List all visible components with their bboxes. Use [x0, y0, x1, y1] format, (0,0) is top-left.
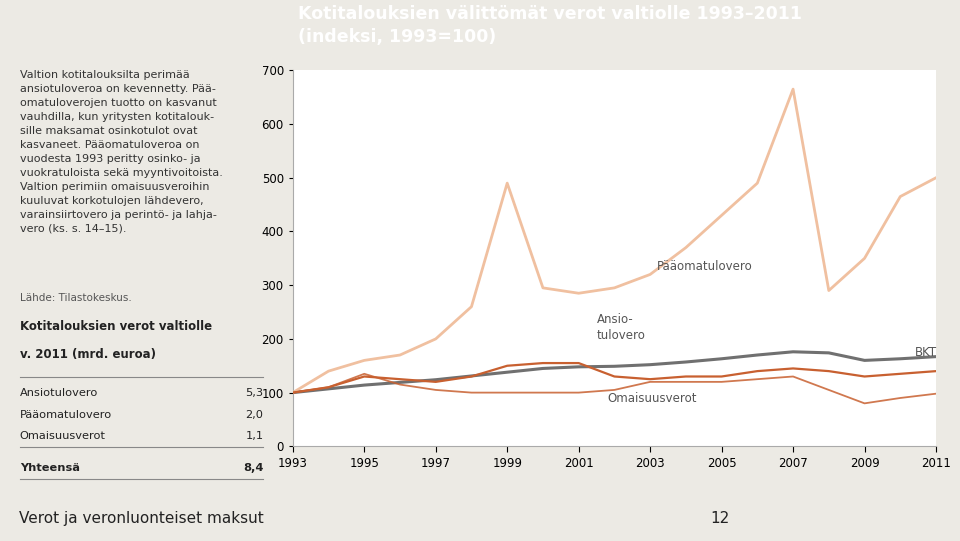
Text: Omaisuusverot: Omaisuusverot [608, 392, 697, 405]
Text: Verot ja veronluonteiset maksut: Verot ja veronluonteiset maksut [19, 511, 264, 525]
Text: 5,3: 5,3 [245, 388, 263, 398]
Text: Ansiotulovero: Ansiotulovero [20, 388, 98, 398]
Text: BKT: BKT [915, 346, 937, 359]
Text: Omaisuusverot: Omaisuusverot [20, 432, 106, 441]
Text: Valtion kotitalouksilta perimää
ansiotuloveroa on kevennetty. Pää-
omatuloveroje: Valtion kotitalouksilta perimää ansiotul… [20, 70, 223, 234]
Text: Pääomatulovero: Pääomatulovero [658, 260, 753, 273]
Text: 2,0: 2,0 [246, 410, 263, 420]
Text: Kotitalouksien verot valtiolle: Kotitalouksien verot valtiolle [20, 320, 212, 333]
Text: Kotitalouksien välittömät verot valtiolle 1993–2011
(indeksi, 1993=100): Kotitalouksien välittömät verot valtioll… [298, 5, 802, 47]
Text: v. 2011 (mrd. euroa): v. 2011 (mrd. euroa) [20, 348, 156, 361]
Text: Lähde: Tilastokeskus.: Lähde: Tilastokeskus. [20, 293, 132, 304]
Text: Ansio-
tulovero: Ansio- tulovero [596, 313, 645, 342]
Text: Yhteensä: Yhteensä [20, 464, 80, 473]
Text: 8,4: 8,4 [243, 464, 263, 473]
Text: 1,1: 1,1 [245, 432, 263, 441]
Text: 12: 12 [710, 511, 730, 525]
Text: Pääomatulovero: Pääomatulovero [20, 410, 112, 420]
